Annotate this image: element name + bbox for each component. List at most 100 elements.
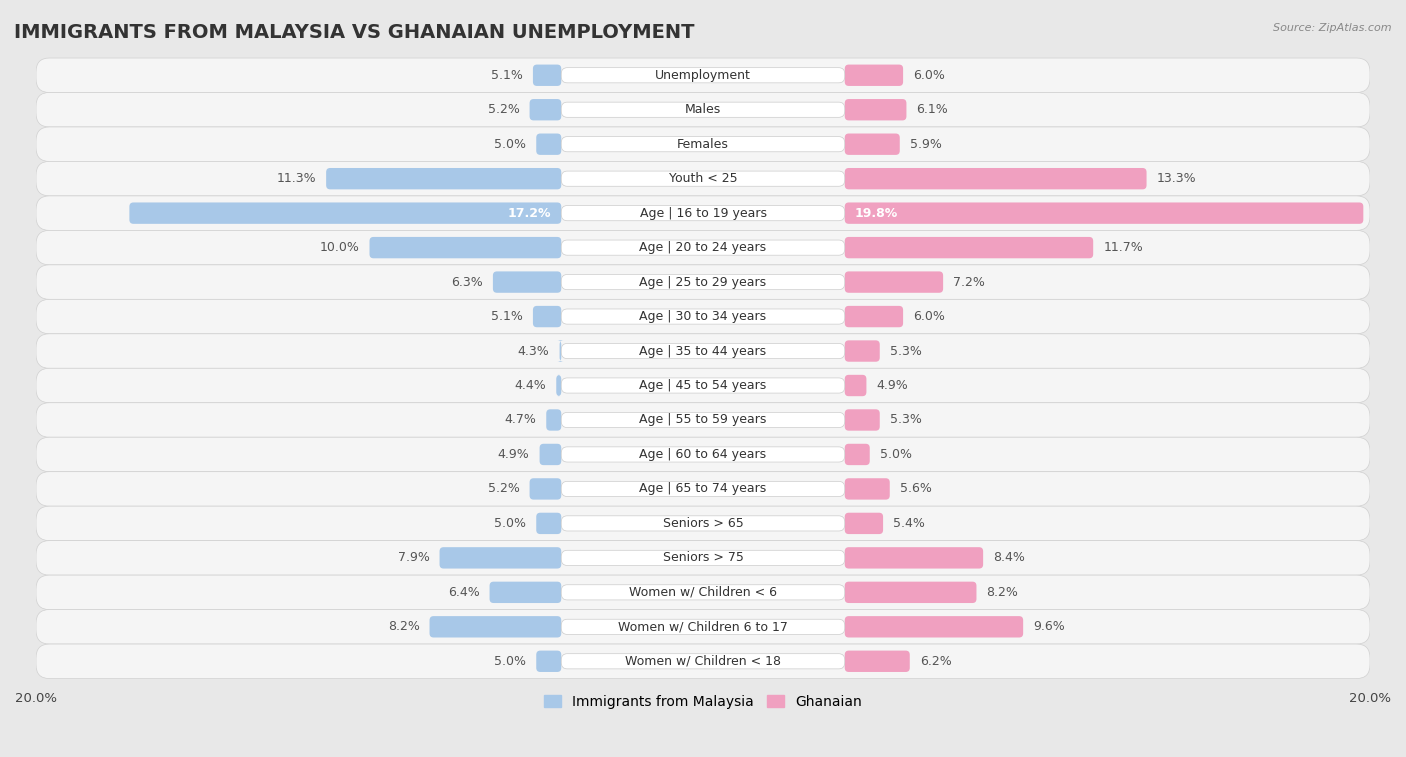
- FancyBboxPatch shape: [845, 512, 883, 534]
- FancyBboxPatch shape: [561, 309, 845, 324]
- FancyBboxPatch shape: [37, 438, 1369, 472]
- Text: 4.3%: 4.3%: [517, 344, 550, 357]
- FancyBboxPatch shape: [561, 240, 845, 255]
- Text: 6.0%: 6.0%: [912, 310, 945, 323]
- FancyBboxPatch shape: [37, 196, 1369, 230]
- Text: 9.6%: 9.6%: [1033, 620, 1064, 634]
- Text: 19.8%: 19.8%: [855, 207, 898, 220]
- FancyBboxPatch shape: [845, 99, 907, 120]
- FancyBboxPatch shape: [845, 272, 943, 293]
- Text: 7.2%: 7.2%: [953, 276, 986, 288]
- FancyBboxPatch shape: [547, 410, 561, 431]
- Text: Age | 20 to 24 years: Age | 20 to 24 years: [640, 241, 766, 254]
- FancyBboxPatch shape: [561, 102, 845, 117]
- Text: 5.0%: 5.0%: [495, 655, 526, 668]
- Text: 5.1%: 5.1%: [491, 69, 523, 82]
- FancyBboxPatch shape: [129, 202, 561, 224]
- FancyBboxPatch shape: [845, 650, 910, 672]
- Text: 4.4%: 4.4%: [515, 379, 547, 392]
- Text: 5.1%: 5.1%: [491, 310, 523, 323]
- Text: Unemployment: Unemployment: [655, 69, 751, 82]
- FancyBboxPatch shape: [845, 410, 880, 431]
- Text: 4.9%: 4.9%: [876, 379, 908, 392]
- FancyBboxPatch shape: [530, 478, 561, 500]
- Text: Age | 30 to 34 years: Age | 30 to 34 years: [640, 310, 766, 323]
- Text: Women w/ Children < 6: Women w/ Children < 6: [628, 586, 778, 599]
- FancyBboxPatch shape: [845, 237, 1094, 258]
- Text: Age | 25 to 29 years: Age | 25 to 29 years: [640, 276, 766, 288]
- FancyBboxPatch shape: [561, 654, 845, 669]
- FancyBboxPatch shape: [561, 481, 845, 497]
- FancyBboxPatch shape: [37, 334, 1369, 368]
- FancyBboxPatch shape: [326, 168, 561, 189]
- FancyBboxPatch shape: [536, 512, 561, 534]
- Text: 7.9%: 7.9%: [398, 551, 429, 565]
- FancyBboxPatch shape: [530, 99, 561, 120]
- FancyBboxPatch shape: [845, 616, 1024, 637]
- Text: Females: Females: [678, 138, 728, 151]
- Text: Males: Males: [685, 103, 721, 117]
- Text: 5.6%: 5.6%: [900, 482, 932, 495]
- FancyBboxPatch shape: [37, 58, 1369, 92]
- Text: 13.3%: 13.3%: [1157, 172, 1197, 185]
- FancyBboxPatch shape: [37, 472, 1369, 506]
- Text: 4.7%: 4.7%: [505, 413, 536, 426]
- FancyBboxPatch shape: [845, 547, 983, 569]
- FancyBboxPatch shape: [37, 127, 1369, 161]
- FancyBboxPatch shape: [561, 516, 845, 531]
- Text: 5.9%: 5.9%: [910, 138, 942, 151]
- FancyBboxPatch shape: [561, 584, 845, 600]
- FancyBboxPatch shape: [37, 92, 1369, 127]
- FancyBboxPatch shape: [37, 230, 1369, 265]
- FancyBboxPatch shape: [561, 171, 845, 186]
- Text: 6.2%: 6.2%: [920, 655, 952, 668]
- FancyBboxPatch shape: [845, 581, 977, 603]
- FancyBboxPatch shape: [845, 341, 880, 362]
- Text: 5.0%: 5.0%: [880, 448, 911, 461]
- Text: Source: ZipAtlas.com: Source: ZipAtlas.com: [1274, 23, 1392, 33]
- FancyBboxPatch shape: [845, 168, 1146, 189]
- Text: 8.2%: 8.2%: [388, 620, 419, 634]
- FancyBboxPatch shape: [845, 478, 890, 500]
- FancyBboxPatch shape: [37, 299, 1369, 334]
- Text: 4.9%: 4.9%: [498, 448, 530, 461]
- Text: 6.1%: 6.1%: [917, 103, 948, 117]
- FancyBboxPatch shape: [561, 413, 845, 428]
- Text: Age | 55 to 59 years: Age | 55 to 59 years: [640, 413, 766, 426]
- Text: 5.3%: 5.3%: [890, 413, 922, 426]
- Text: 5.0%: 5.0%: [495, 517, 526, 530]
- Text: Age | 45 to 54 years: Age | 45 to 54 years: [640, 379, 766, 392]
- Text: 11.3%: 11.3%: [277, 172, 316, 185]
- FancyBboxPatch shape: [536, 650, 561, 672]
- FancyBboxPatch shape: [37, 368, 1369, 403]
- Text: Seniors > 75: Seniors > 75: [662, 551, 744, 565]
- Text: Women w/ Children < 18: Women w/ Children < 18: [626, 655, 780, 668]
- FancyBboxPatch shape: [561, 550, 845, 565]
- FancyBboxPatch shape: [845, 133, 900, 155]
- FancyBboxPatch shape: [845, 444, 870, 465]
- FancyBboxPatch shape: [561, 275, 845, 290]
- FancyBboxPatch shape: [540, 444, 561, 465]
- FancyBboxPatch shape: [533, 306, 561, 327]
- FancyBboxPatch shape: [37, 161, 1369, 196]
- FancyBboxPatch shape: [37, 609, 1369, 644]
- Text: Women w/ Children 6 to 17: Women w/ Children 6 to 17: [619, 620, 787, 634]
- FancyBboxPatch shape: [37, 506, 1369, 540]
- Text: 6.0%: 6.0%: [912, 69, 945, 82]
- FancyBboxPatch shape: [561, 67, 845, 83]
- Text: 10.0%: 10.0%: [319, 241, 360, 254]
- Text: Seniors > 65: Seniors > 65: [662, 517, 744, 530]
- FancyBboxPatch shape: [489, 581, 561, 603]
- Text: 8.2%: 8.2%: [987, 586, 1018, 599]
- Legend: Immigrants from Malaysia, Ghanaian: Immigrants from Malaysia, Ghanaian: [538, 690, 868, 715]
- Text: 5.3%: 5.3%: [890, 344, 922, 357]
- Text: 5.0%: 5.0%: [495, 138, 526, 151]
- FancyBboxPatch shape: [561, 447, 845, 462]
- FancyBboxPatch shape: [561, 378, 845, 393]
- FancyBboxPatch shape: [845, 64, 903, 86]
- FancyBboxPatch shape: [845, 375, 866, 396]
- Text: IMMIGRANTS FROM MALAYSIA VS GHANAIAN UNEMPLOYMENT: IMMIGRANTS FROM MALAYSIA VS GHANAIAN UNE…: [14, 23, 695, 42]
- Text: Age | 60 to 64 years: Age | 60 to 64 years: [640, 448, 766, 461]
- FancyBboxPatch shape: [561, 619, 845, 634]
- Text: 5.2%: 5.2%: [488, 482, 520, 495]
